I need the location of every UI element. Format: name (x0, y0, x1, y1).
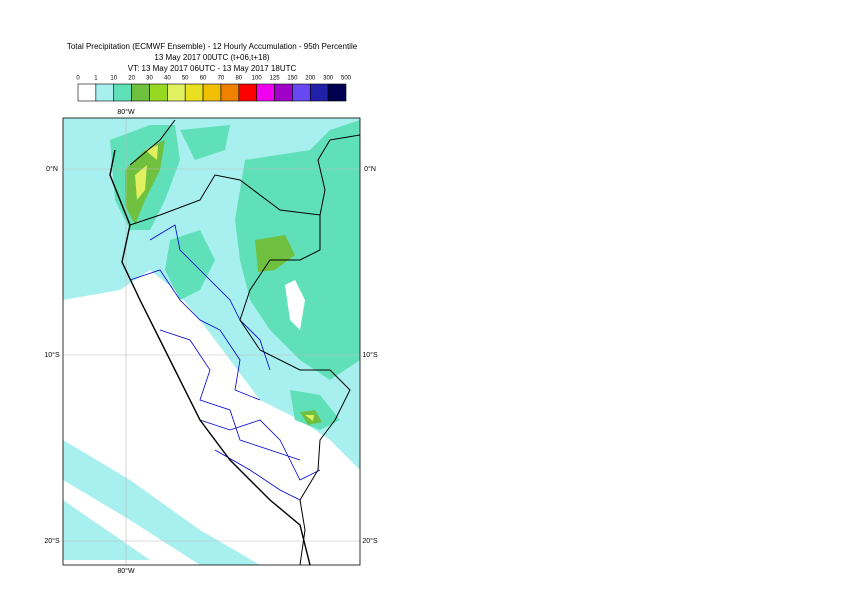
legend-label: 30 (146, 76, 153, 82)
legend-swatch (327, 83, 347, 102)
legend-swatch (309, 83, 329, 102)
lat-label: 10°S (44, 351, 60, 359)
legend-swatch (131, 83, 150, 102)
legend-label: 60 (200, 76, 207, 82)
subtitle: 13 May 2017 00UTC (t+06,t+18) (154, 53, 270, 62)
legend-swatch (184, 83, 204, 102)
legend-swatch (292, 83, 311, 102)
lat-label: 10°S (362, 351, 378, 359)
lat-label: 20°S (44, 537, 60, 545)
legend-label: 300 (323, 76, 334, 82)
legend-swatch (238, 83, 257, 102)
title: Total Precipitation (ECMWF Ensemble) - 1… (67, 42, 358, 51)
lat-label: 20°S (362, 537, 378, 545)
legend-swatch (77, 83, 97, 102)
lat-label: 0°N (364, 165, 376, 173)
lon-label: 80°W (117, 567, 135, 575)
legend-label: 125 (270, 76, 281, 82)
legend-label: 20 (128, 76, 135, 82)
legend-swatch (95, 83, 115, 102)
legend-label: 0 (76, 76, 80, 82)
legend-label: 100 (252, 76, 263, 82)
legend-label: 70 (218, 76, 225, 82)
legend-label: 200 (305, 76, 316, 82)
map-frame (62, 117, 361, 566)
legend-swatch (113, 83, 132, 102)
legend-swatch (202, 83, 222, 102)
legend-swatch (167, 83, 186, 102)
legend-swatch (256, 83, 275, 102)
legend-swatch (220, 83, 240, 102)
legend-label: 50 (182, 76, 189, 82)
legend-label: 500 (341, 76, 352, 82)
map-area (63, 118, 360, 565)
legend-label: 1 (94, 76, 98, 82)
legend-swatch (149, 83, 168, 102)
legend-label: 80 (235, 76, 242, 82)
legend-label: 150 (287, 76, 298, 82)
lon-label: 80°W (117, 108, 135, 116)
legend-label: 10 (110, 76, 117, 82)
valid-time: VT: 13 May 2017 06UTC - 13 May 2017 18UT… (128, 64, 297, 73)
lat-label: 0°N (46, 165, 58, 173)
legend-swatch (274, 83, 293, 102)
legend-label: 40 (164, 76, 171, 82)
title-block: Total Precipitation (ECMWF Ensemble) - 1… (67, 42, 358, 73)
